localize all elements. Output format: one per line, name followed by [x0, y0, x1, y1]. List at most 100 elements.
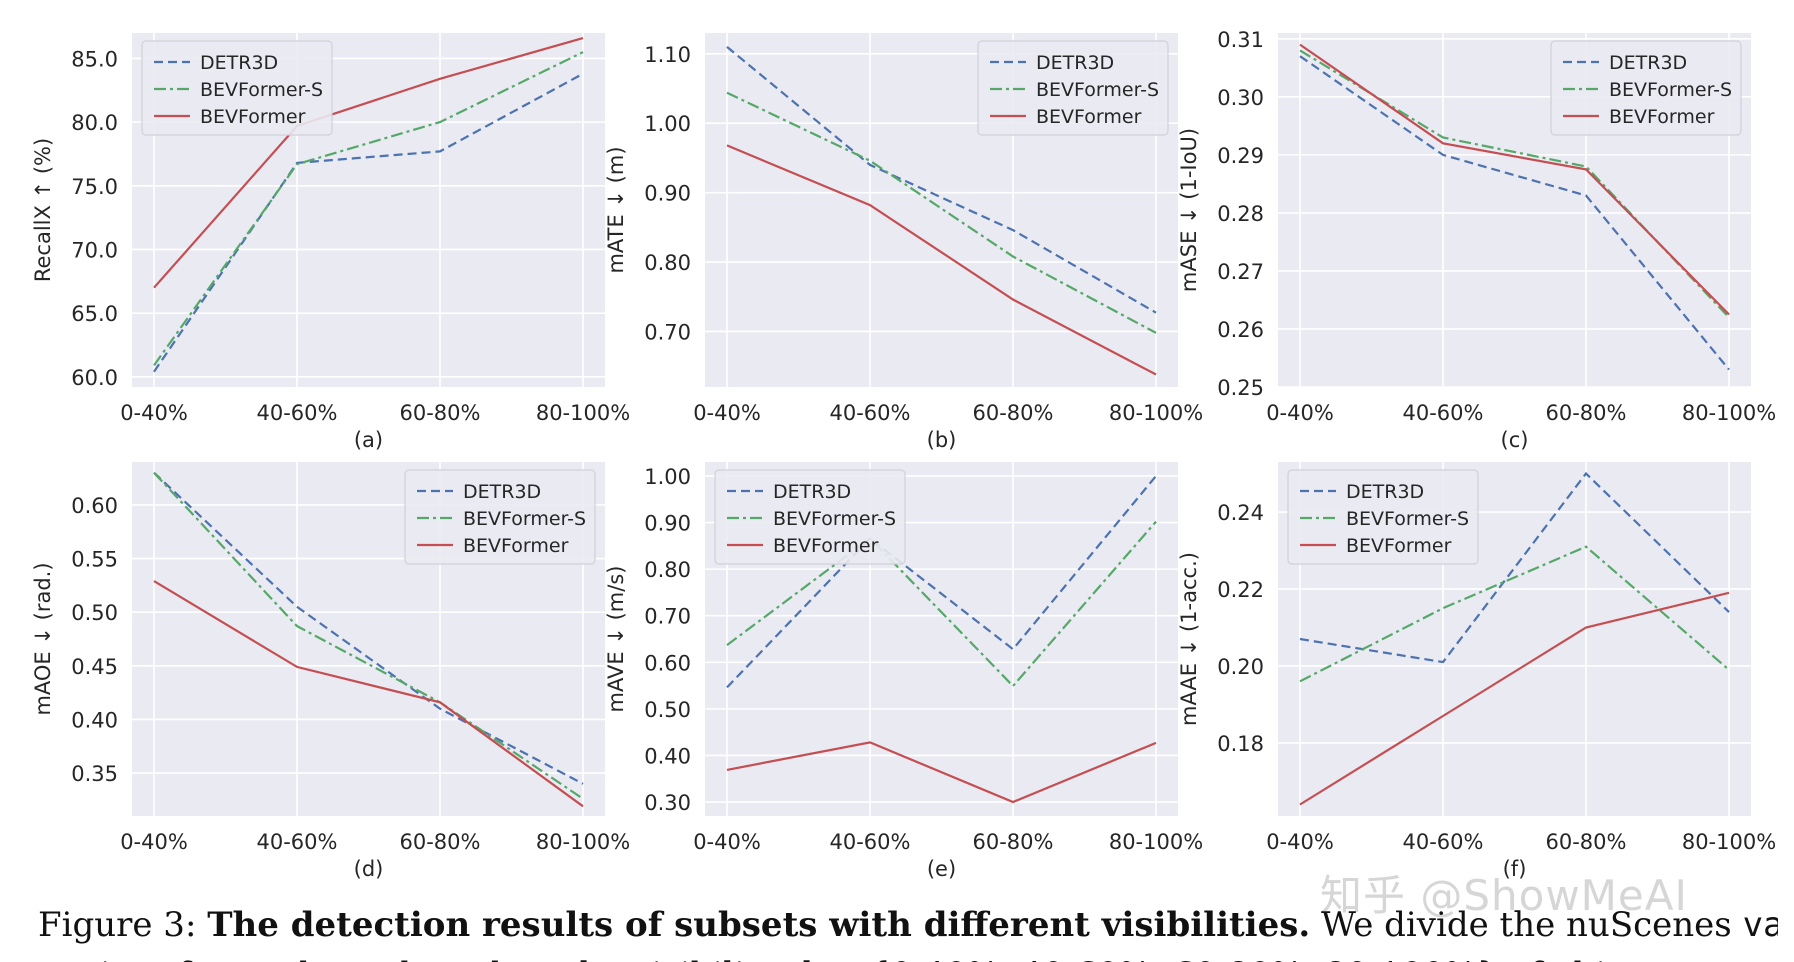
y-tick-label: 0.80 — [644, 558, 691, 582]
x-tick-label: 0-40% — [1266, 830, 1334, 854]
y-axis-label: mATE ↓ (m) — [604, 146, 628, 273]
x-tick-label: 0-40% — [120, 830, 188, 854]
y-tick-label: 60.0 — [71, 366, 118, 390]
legend-label: DETR3D — [1609, 52, 1687, 74]
y-tick-label: 70.0 — [71, 238, 118, 262]
y-tick-label: 0.45 — [71, 655, 118, 679]
caption-bold: The detection results of subsets with di… — [207, 905, 1311, 945]
figure-caption: Figure 3: The detection results of subse… — [38, 900, 1778, 962]
x-tick-label: 40-60% — [830, 401, 911, 425]
x-tick-label: 0-40% — [1266, 401, 1334, 425]
legend-label: BEVFormer-S — [200, 79, 323, 101]
legend-box — [1287, 469, 1479, 565]
legend-label: DETR3D — [1036, 52, 1114, 74]
y-tick-label: 0.30 — [644, 791, 691, 815]
y-tick-label: 80.0 — [71, 111, 118, 135]
y-tick-label: 0.28 — [1217, 202, 1264, 226]
series-line-bevformer-s — [726, 520, 1157, 688]
y-tick-label: 0.50 — [71, 601, 118, 625]
y-tick-label: 1.00 — [644, 465, 691, 489]
legend: DETR3D BEVFormer-S BEVFormer — [1550, 40, 1742, 136]
panel-label: (f) — [1503, 857, 1527, 881]
x-tick-label: 40-60% — [1403, 401, 1484, 425]
y-tick-label: 0.18 — [1217, 732, 1264, 756]
series-line-detr3d — [726, 475, 1157, 689]
panel-label: (a) — [354, 428, 383, 452]
y-tick-label: 0.25 — [1217, 376, 1264, 400]
y-tick-label: 0.24 — [1217, 501, 1264, 525]
chart-panel-4: 0.35 0.40 0.45 0.50 0.55 0.60 0-40% 40-60% 60-80… — [31, 462, 630, 881]
caption-text: We divide the nuScenes — [1321, 905, 1732, 945]
x-tick-label: 80-100% — [1109, 830, 1203, 854]
legend-label: DETR3D — [463, 481, 541, 503]
y-tick-label: 0.40 — [644, 744, 691, 768]
legend-box — [1550, 40, 1742, 136]
x-tick-label: 0-40% — [693, 830, 761, 854]
legend-box — [141, 40, 333, 136]
y-tick-label: 0.29 — [1217, 144, 1264, 168]
series-line-bevformer — [726, 741, 1157, 804]
x-tick-label: 60-80% — [1546, 830, 1627, 854]
series-line-bevformer-s — [1299, 545, 1730, 683]
chart-panel-1: 60.0 65.0 70.0 75.0 80.0 85.0 0-40% 40-60% 60-80… — [31, 33, 630, 452]
series-line-detr3d — [1299, 55, 1730, 371]
series-line-bevformer — [1299, 591, 1730, 806]
legend: DETR3D BEVFormer-S BEVFormer — [1287, 469, 1479, 565]
y-tick-label: 0.90 — [644, 512, 691, 536]
x-tick-label: 60-80% — [400, 401, 481, 425]
legend-label: BEVFormer — [1346, 535, 1452, 557]
panel-label: (c) — [1501, 428, 1529, 452]
x-tick-label: 60-80% — [973, 401, 1054, 425]
y-tick-label: 75.0 — [71, 175, 118, 199]
y-tick-label: 1.10 — [644, 43, 691, 67]
caption-label: Figure 3: — [38, 905, 197, 945]
legend: DETR3D BEVFormer-S BEVFormer — [714, 469, 906, 565]
caption-mono: val — [1742, 905, 1778, 945]
legend: DETR3D BEVFormer-S BEVFormer — [404, 469, 596, 565]
chart-panel-3: 0.25 0.26 0.27 0.28 0.29 0.30 0.31 0-40% 40-60% 6… — [1177, 28, 1776, 452]
series-line-bevformer-s — [153, 51, 584, 367]
legend-label: BEVFormer — [1609, 106, 1715, 128]
x-tick-label: 80-100% — [536, 830, 630, 854]
x-tick-label: 40-60% — [257, 830, 338, 854]
y-tick-label: 0.80 — [644, 251, 691, 275]
legend-label: DETR3D — [773, 481, 851, 503]
legend: DETR3D BEVFormer-S BEVFormer — [141, 40, 333, 136]
panel-label: (d) — [354, 857, 384, 881]
legend-label: BEVFormer-S — [1609, 79, 1732, 101]
x-tick-label: 40-60% — [1403, 830, 1484, 854]
legend-label: BEVFormer — [1036, 106, 1142, 128]
legend-label: BEVFormer-S — [773, 508, 896, 530]
caption-line2: set into four subsets based on the visib… — [38, 950, 1778, 962]
x-tick-label: 60-80% — [1546, 401, 1627, 425]
legend-label: BEVFormer — [463, 535, 569, 557]
panel-label: (e) — [927, 857, 956, 881]
series-line-bevformer-s — [726, 91, 1157, 334]
series-line-bevformer — [726, 144, 1157, 376]
y-tick-label: 0.90 — [644, 182, 691, 206]
y-tick-label: 0.60 — [644, 651, 691, 675]
y-tick-label: 0.50 — [644, 698, 691, 722]
legend: DETR3D BEVFormer-S BEVFormer — [977, 40, 1169, 136]
y-axis-label: RecallX ↑ (%) — [31, 138, 55, 282]
y-tick-label: 0.26 — [1217, 318, 1264, 342]
y-tick-label: 0.70 — [644, 320, 691, 344]
legend-box — [977, 40, 1169, 136]
series-line-bevformer — [153, 580, 584, 808]
y-tick-label: 0.55 — [71, 548, 118, 572]
x-tick-label: 80-100% — [1682, 830, 1776, 854]
x-tick-label: 60-80% — [973, 830, 1054, 854]
legend-label: BEVFormer — [773, 535, 879, 557]
y-tick-label: 0.30 — [1217, 86, 1264, 110]
y-tick-label: 0.20 — [1217, 655, 1264, 679]
x-tick-label: 80-100% — [1682, 401, 1776, 425]
y-axis-label: mAOE ↓ (rad.) — [31, 562, 55, 715]
y-tick-label: 0.22 — [1217, 578, 1264, 602]
legend-label: BEVFormer-S — [463, 508, 586, 530]
y-tick-label: 65.0 — [71, 302, 118, 326]
legend-label: BEVFormer — [200, 106, 306, 128]
x-tick-label: 40-60% — [257, 401, 338, 425]
y-axis-label: mAAE ↓ (1-acc.) — [1177, 552, 1201, 726]
x-tick-label: 80-100% — [536, 401, 630, 425]
